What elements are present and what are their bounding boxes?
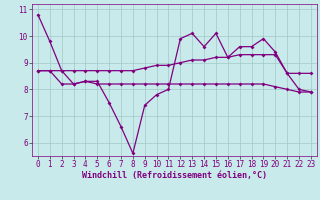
X-axis label: Windchill (Refroidissement éolien,°C): Windchill (Refroidissement éolien,°C) xyxy=(82,171,267,180)
